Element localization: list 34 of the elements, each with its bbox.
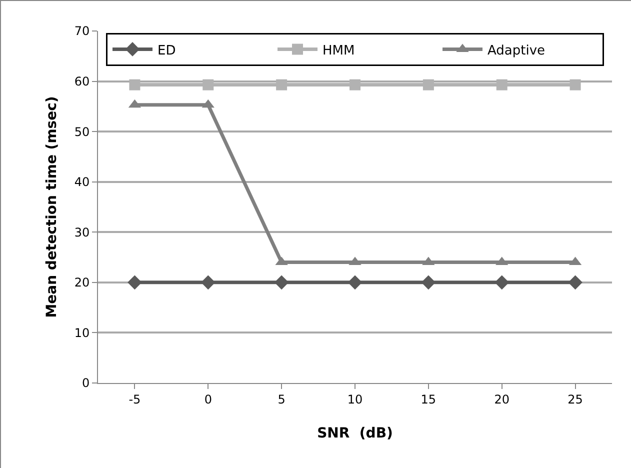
point <box>422 79 434 90</box>
legend-label: ED <box>158 43 176 58</box>
y-tick-label: 60 <box>74 74 90 88</box>
y-tick-label: 70 <box>74 24 90 38</box>
x-tick-label: 5 <box>278 392 286 406</box>
y-tick-label: 30 <box>74 225 90 240</box>
point <box>129 79 140 90</box>
point <box>421 275 436 290</box>
point <box>274 275 289 290</box>
legend-label: HMM <box>322 43 355 58</box>
x-tick-label: 0 <box>204 392 212 406</box>
point <box>348 275 362 290</box>
x-tick-label: 10 <box>347 392 363 406</box>
legend-label: Adaptive <box>488 43 546 58</box>
point <box>202 79 214 90</box>
point <box>128 275 142 290</box>
y-tick-label: 20 <box>74 276 90 290</box>
x-tick-label: 20 <box>494 392 510 406</box>
y-tick-label: 0 <box>82 376 90 390</box>
point <box>568 275 582 290</box>
point <box>200 275 216 290</box>
y-tick-label: 10 <box>74 326 90 340</box>
y-axis-title: Mean detection time (msec) <box>44 96 60 318</box>
point <box>276 79 288 90</box>
y-tick-label: 40 <box>74 175 90 190</box>
x-tick-label: 15 <box>420 392 436 406</box>
point <box>496 79 508 90</box>
point <box>494 275 510 290</box>
point <box>350 79 360 90</box>
x-tick-label: -5 <box>128 392 141 406</box>
x-axis-title: SNR (dB) <box>317 426 393 442</box>
x-tick-label: 25 <box>568 392 583 406</box>
point <box>570 79 581 90</box>
y-tick-label: 50 <box>74 124 90 139</box>
